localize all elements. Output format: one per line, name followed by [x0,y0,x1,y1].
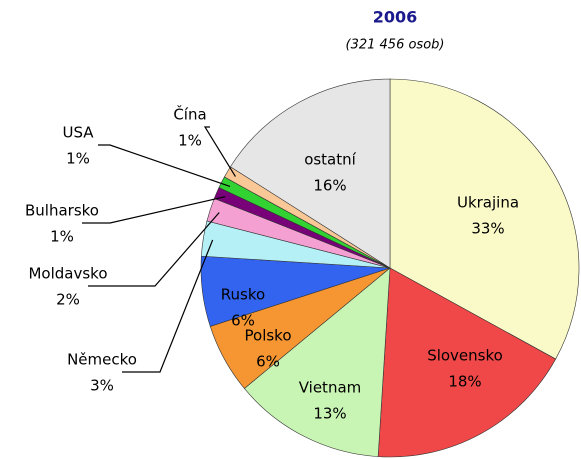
slice-value-label: 2% [56,291,80,309]
slice-value-label: 6% [231,312,255,330]
slice-label: Rusko [221,286,265,304]
leader-line [122,239,214,373]
slice-label: Moldavsko [28,265,107,283]
slice-label: Polsko [245,327,292,345]
pie-slice [377,267,557,458]
slice-value-label: 16% [313,177,346,195]
chart-subtitle: (321 456 osob) [346,38,445,53]
slice-label: Slovensko [427,347,503,365]
leader-line [88,212,220,287]
pie-slice [230,78,391,269]
slice-label: Vietnam [299,379,362,397]
slice-value-label: 3% [90,377,114,395]
chart-title: 2006 [373,8,418,27]
slice-value-label: 1% [50,228,74,246]
leader-line [98,144,231,188]
slice-label: Ukrajina [457,194,519,212]
slice-label: USA [62,124,94,142]
leader-line [203,126,236,177]
leader-line [82,196,226,224]
pie-slice [389,78,580,360]
slice-label: Bulharsko [25,202,99,220]
slice-value-label: 18% [448,373,481,391]
slice-value-label: 13% [313,405,346,423]
pie-slice [243,267,391,457]
slice-value-label: 33% [471,220,504,238]
slice-value-label: 1% [66,150,90,168]
slice-label: Německo [67,351,137,369]
slice-value-label: 1% [178,132,202,150]
slice-label: ostatní [304,151,356,169]
slice-value-label: 6% [256,353,280,371]
slice-label: Čína [173,105,206,124]
